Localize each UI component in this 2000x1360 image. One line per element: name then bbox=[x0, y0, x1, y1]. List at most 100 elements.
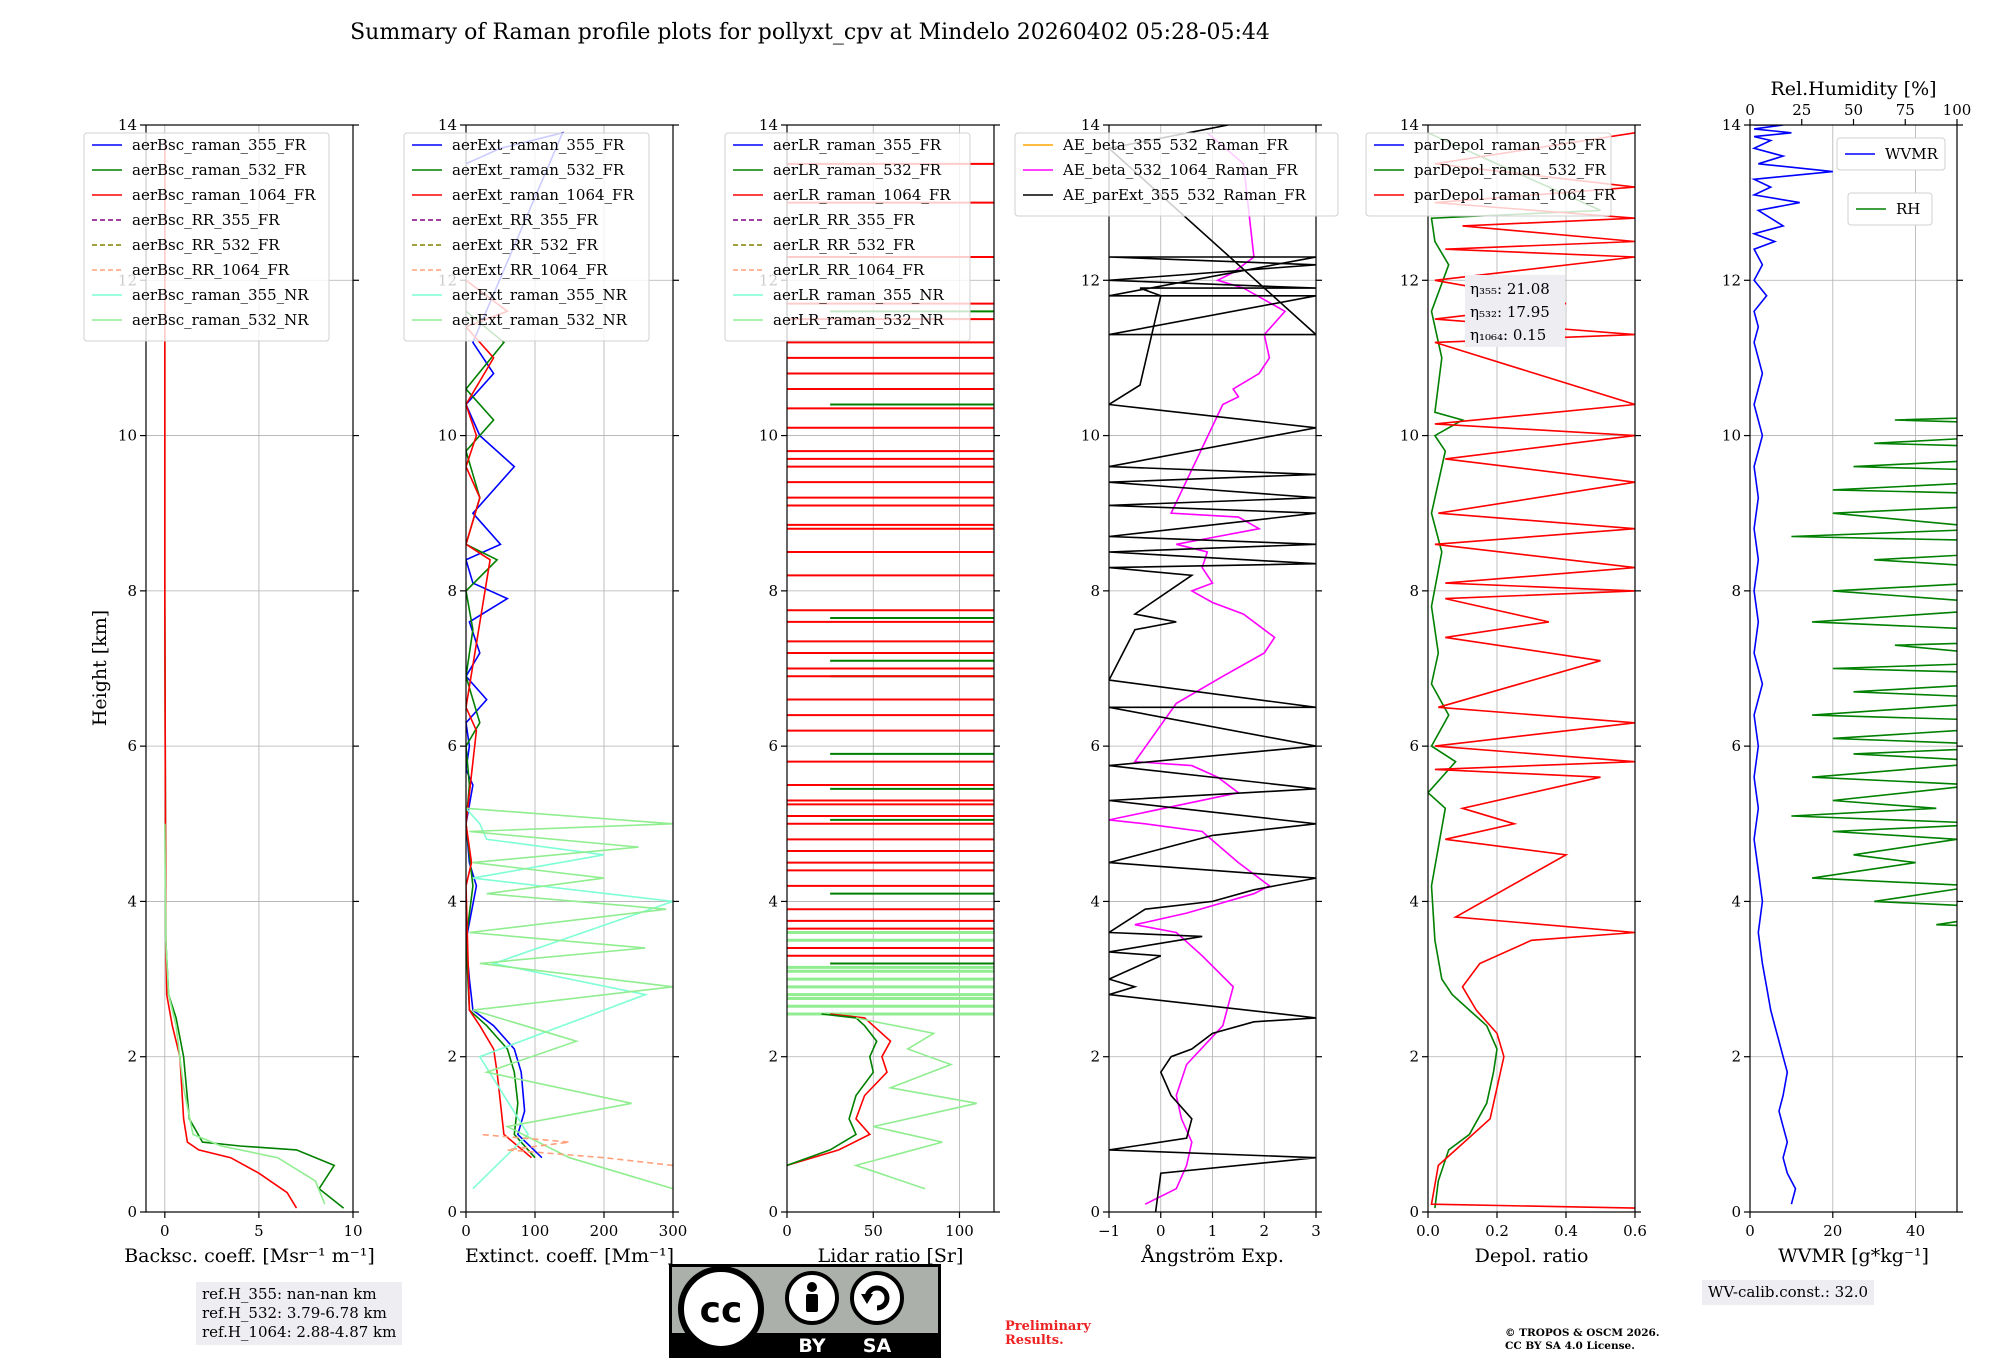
rh-tick-label: 25 bbox=[1792, 101, 1811, 119]
y-tick-label: 12 bbox=[1722, 271, 1741, 289]
eta-box bbox=[1465, 275, 1565, 347]
legend-entry: aerLR_raman_355_NR bbox=[773, 286, 944, 304]
y-tick-label: 10 bbox=[1400, 427, 1419, 445]
series-WVMR bbox=[1751, 125, 1833, 1205]
x-tick-label: 0.6 bbox=[1623, 1222, 1647, 1240]
by-label: BY bbox=[798, 1335, 825, 1357]
legend-entry: aerExt_RR_532_FR bbox=[452, 236, 599, 254]
series-aerLR_raman_532_FR bbox=[787, 1013, 878, 1167]
x-tick-label: 5 bbox=[254, 1222, 264, 1240]
ref-height-532: ref.H_532: 3.79-6.78 km bbox=[202, 1304, 387, 1322]
series-aerExt_raman_1064_FR bbox=[466, 279, 533, 1159]
legend-box bbox=[724, 132, 971, 342]
rh-tick-label: 75 bbox=[1896, 101, 1915, 119]
series-aerExt_raman_355_NR bbox=[466, 807, 673, 1190]
y-tick-label: 6 bbox=[768, 737, 778, 755]
y-tick-label: 10 bbox=[1081, 427, 1100, 445]
x-tick-label: −1 bbox=[1098, 1222, 1120, 1240]
x-axis-label: WVMR [g*kg⁻¹] bbox=[1778, 1245, 1929, 1267]
panel-angstrom bbox=[1109, 125, 1316, 1212]
x-tick-label: 100 bbox=[521, 1222, 550, 1240]
legend-entry: WVMR bbox=[1885, 145, 1939, 163]
legend-entry: aerBsc_raman_355_FR bbox=[132, 136, 307, 154]
rh-tick-label: 50 bbox=[1844, 101, 1863, 119]
y-tick-label: 2 bbox=[768, 1048, 778, 1066]
legend-box bbox=[1365, 132, 1612, 217]
y-tick-label: 0 bbox=[768, 1203, 778, 1221]
legend-entry: aerBsc_raman_1064_FR bbox=[132, 186, 316, 204]
eta-label: η₃₅₅: 21.08 bbox=[1470, 280, 1550, 298]
reference-heights-box: ref.H_355: nan-nan km ref.H_532: 3.79-6.… bbox=[196, 1282, 403, 1345]
legend-entry: aerExt_RR_1064_FR bbox=[452, 261, 608, 279]
y-tick-label: 0 bbox=[1409, 1203, 1419, 1221]
y-axis-label: Height [km] bbox=[89, 610, 111, 726]
y-tick-label: 8 bbox=[1731, 582, 1741, 600]
y-tick-label: 8 bbox=[1090, 582, 1100, 600]
y-tick-label: 2 bbox=[127, 1048, 137, 1066]
y-tick-label: 6 bbox=[1090, 737, 1100, 755]
legend-entry: aerExt_raman_1064_FR bbox=[452, 186, 634, 204]
x-tick-label: 0.0 bbox=[1416, 1222, 1440, 1240]
y-tick-label: 6 bbox=[447, 737, 457, 755]
legend-entry: aerExt_raman_532_NR bbox=[452, 311, 628, 329]
ref-height-355: ref.H_355: nan-nan km bbox=[202, 1285, 377, 1303]
y-tick-label: 4 bbox=[1409, 892, 1419, 910]
series-parDepol_raman_532_FR bbox=[1428, 132, 1601, 1209]
y-tick-label: 2 bbox=[1731, 1048, 1741, 1066]
y-tick-label: 8 bbox=[1409, 582, 1419, 600]
rh-tick-label: 0 bbox=[1745, 101, 1755, 119]
y-tick-label: 2 bbox=[1409, 1048, 1419, 1066]
legend-entry: parDepol_raman_1064_FR bbox=[1414, 186, 1616, 204]
legend-entry: AE_beta_355_532_Raman_FR bbox=[1062, 136, 1289, 154]
legend-entry: aerBsc_RR_355_FR bbox=[132, 211, 280, 229]
legend-entry: parDepol_raman_532_FR bbox=[1414, 161, 1607, 179]
y-tick-label: 12 bbox=[1400, 271, 1419, 289]
y-tick-label: 14 bbox=[759, 116, 778, 134]
x-tick-label: 1 bbox=[1208, 1222, 1218, 1240]
legend-entry: aerLR_RR_355_FR bbox=[773, 211, 915, 229]
x-tick-label: 300 bbox=[659, 1222, 688, 1240]
legend-box bbox=[403, 132, 650, 342]
series-aerExt_raman_355_FR bbox=[466, 131, 564, 1159]
x-tick-label: 0.2 bbox=[1485, 1222, 1509, 1240]
y-tick-label: 2 bbox=[447, 1048, 457, 1066]
y-tick-label: 10 bbox=[438, 427, 457, 445]
cc-logo-text: cc bbox=[700, 1290, 743, 1331]
y-tick-label: 6 bbox=[1409, 737, 1419, 755]
legend-entry: aerExt_raman_355_NR bbox=[452, 286, 628, 304]
y-tick-label: 4 bbox=[1731, 892, 1741, 910]
series-aerLR_raman_532_NR bbox=[853, 1017, 977, 1190]
x-tick-label: 0 bbox=[461, 1222, 471, 1240]
x-tick-label: 2 bbox=[1259, 1222, 1269, 1240]
legend-entry: aerBsc_raman_532_NR bbox=[132, 311, 309, 329]
x-axis-label: Ångström Exp. bbox=[1140, 1245, 1284, 1267]
x-axis-label: Backsc. coeff. [Msr⁻¹ m⁻¹] bbox=[124, 1245, 375, 1267]
legend-entry: aerLR_raman_532_FR bbox=[773, 161, 942, 179]
x-tick-label: 0 bbox=[782, 1222, 792, 1240]
x-axis-label: Lidar ratio [Sr] bbox=[818, 1245, 964, 1267]
rh-axis-label: Rel.Humidity [%] bbox=[1770, 78, 1936, 100]
legend-entry: aerLR_raman_532_NR bbox=[773, 311, 944, 329]
y-tick-label: 4 bbox=[127, 892, 137, 910]
y-tick-label: 0 bbox=[447, 1203, 457, 1221]
x-tick-label: 50 bbox=[864, 1222, 883, 1240]
wv-calibration-text: WV-calib.const.: 32.0 bbox=[1708, 1283, 1869, 1301]
y-tick-label: 4 bbox=[1090, 892, 1100, 910]
series-aerExt_raman_532_FR bbox=[466, 310, 536, 1159]
x-axis-label: Depol. ratio bbox=[1475, 1245, 1589, 1267]
legend-box bbox=[1836, 137, 1946, 171]
panel-frame bbox=[145, 124, 354, 1213]
legend-box bbox=[83, 132, 330, 342]
figure-title: Summary of Raman profile plots for polly… bbox=[350, 20, 1270, 45]
y-tick-label: 8 bbox=[447, 582, 457, 600]
cc-logo-icon bbox=[678, 1266, 764, 1352]
eta-label: η₅₃₂: 17.95 bbox=[1470, 303, 1550, 321]
x-tick-label: 200 bbox=[590, 1222, 619, 1240]
x-tick-label: 3 bbox=[1311, 1222, 1321, 1240]
legend-entry: AE_beta_532_1064_Raman_FR bbox=[1062, 161, 1298, 179]
sa-share-icon bbox=[850, 1271, 904, 1325]
x-tick-label: 20 bbox=[1823, 1222, 1842, 1240]
sa-label: SA bbox=[863, 1335, 892, 1357]
legend-entry: aerLR_RR_1064_FR bbox=[773, 261, 925, 279]
